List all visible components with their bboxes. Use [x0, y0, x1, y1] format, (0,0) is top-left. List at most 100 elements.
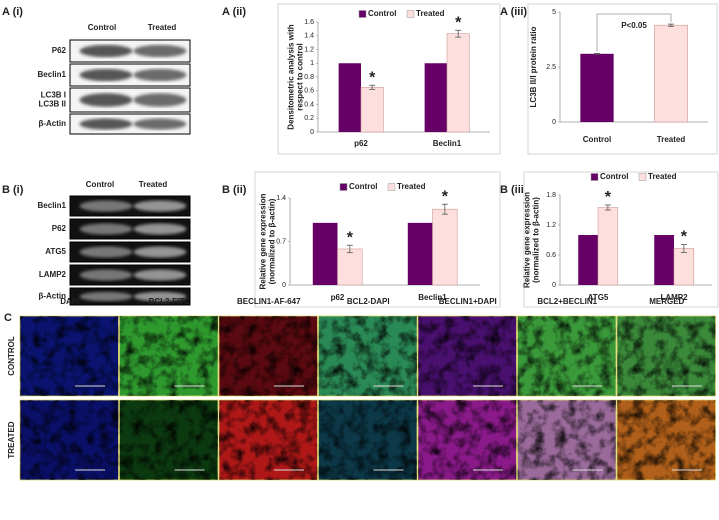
micrograph-texture: [517, 400, 616, 480]
panel-label: B (i): [2, 184, 24, 196]
blot-band: [79, 68, 133, 82]
micrograph-texture: [418, 316, 517, 396]
y-axis-label: respect to control: [296, 43, 305, 111]
blot-column-label: Treated: [139, 180, 168, 189]
x-tick-label: Beclin1: [433, 139, 462, 148]
blot-band: [79, 118, 133, 130]
channel-label: BECLIN1-AF-647: [237, 297, 301, 306]
significance-mark: *: [605, 189, 612, 206]
significance-mark: *: [455, 14, 462, 31]
micrograph-texture: [219, 400, 318, 480]
y-tick-label: 1.4: [276, 195, 286, 202]
y-tick-label: 0.8: [304, 74, 314, 81]
blot-band: [79, 223, 133, 235]
blot-band: [133, 200, 187, 212]
blot-row-label: LC3B II: [38, 100, 66, 109]
y-tick-label: 5: [552, 9, 556, 16]
y-tick-label: 1.2: [546, 222, 556, 229]
y-axis-label: Relative gene expression: [523, 192, 532, 288]
micrograph-texture: [20, 316, 119, 396]
legend-label: Treated: [416, 9, 445, 18]
y-tick-label: 1.6: [304, 19, 314, 26]
y-axis-label: LC3B II/I protein ratio: [529, 26, 538, 107]
y-tick-label: 0: [552, 282, 556, 289]
bar: [578, 235, 598, 285]
blot-band: [133, 44, 187, 58]
significance-mark: *: [369, 69, 376, 86]
y-axis-label: Densitometric analysis with: [287, 24, 296, 129]
y-tick-label: 1.8: [546, 192, 556, 199]
x-tick-label: Beclin1: [418, 293, 447, 302]
panel-label: A (iii): [500, 6, 527, 18]
panel-label: A (ii): [222, 6, 246, 18]
blot-band: [133, 68, 187, 82]
micrograph-texture: [20, 400, 119, 480]
legend-label: Control: [368, 9, 396, 18]
blot-row-label: ATG5: [45, 247, 66, 256]
micrograph-texture: [517, 316, 616, 396]
significance-mark: *: [442, 188, 449, 205]
legend-swatch: [590, 173, 599, 181]
panel-label: B (iii): [500, 184, 528, 196]
row-label: CONTROL: [7, 336, 16, 376]
y-axis-label: (normalized to β-actin): [532, 197, 541, 283]
panel-label: A (i): [2, 6, 23, 18]
x-tick-label: LAMP2: [660, 293, 688, 302]
bar: [597, 207, 619, 286]
legend-swatch: [387, 183, 396, 191]
blot-column-label: Control: [88, 23, 116, 32]
micrograph-texture: [617, 316, 716, 396]
bar: [312, 222, 338, 285]
blot-row-label: β-Actin: [38, 292, 66, 301]
bar: [446, 33, 470, 133]
channel-label: BCL2-FITC: [149, 297, 191, 306]
micrograph-texture: [617, 400, 716, 480]
channel-label: DAPI: [60, 297, 79, 306]
blot-band: [79, 44, 133, 58]
blot-row-label: LC3B I: [41, 91, 66, 100]
y-tick-label: 0.6: [304, 88, 314, 95]
blot-band: [79, 269, 133, 281]
y-tick-label: 0.4: [304, 101, 314, 108]
bar: [432, 208, 458, 286]
legend-label: Treated: [397, 182, 426, 191]
bar: [337, 248, 363, 286]
x-tick-label: p62: [354, 139, 368, 148]
bar: [407, 222, 433, 285]
blot-row-label: P62: [52, 46, 67, 55]
bar: [338, 63, 361, 132]
channel-label: BECLIN1+DAPI: [439, 297, 497, 306]
y-tick-label: 1: [310, 60, 314, 67]
x-tick-label: Control: [583, 135, 611, 144]
bar: [360, 87, 384, 133]
legend-label: Control: [349, 182, 377, 191]
micrograph-texture: [318, 316, 417, 396]
y-tick-label: 0: [310, 129, 314, 136]
blot-row-label: Beclin1: [38, 70, 67, 79]
chart-frame: [254, 171, 501, 308]
x-tick-label: Treated: [657, 135, 686, 144]
panel-label: C: [4, 312, 12, 324]
y-tick-label: 1.2: [304, 46, 314, 53]
blot-row-label: β-Actin: [38, 119, 66, 128]
blot-band: [79, 93, 133, 107]
y-tick-label: 0.2: [304, 115, 314, 122]
legend-label: Treated: [648, 172, 677, 181]
significance-label: P<0.05: [621, 21, 647, 30]
micrograph-texture: [219, 316, 318, 396]
channel-label: MERGED: [649, 297, 684, 306]
blot-row-label: LAMP2: [39, 270, 67, 279]
micrograph-texture: [418, 400, 517, 480]
bar: [580, 53, 614, 122]
significance-mark: *: [681, 229, 688, 246]
blot-band: [79, 246, 133, 258]
blot-band: [133, 223, 187, 235]
legend-swatch: [358, 10, 367, 18]
y-tick-label: 0: [552, 119, 556, 126]
bar: [424, 63, 447, 132]
y-axis-label: (normalized to β-actin): [268, 198, 277, 284]
micrograph-texture: [318, 400, 417, 480]
channel-label: BCL2-DAPI: [347, 297, 390, 306]
blot-band: [133, 246, 187, 258]
legend-swatch: [638, 173, 647, 181]
